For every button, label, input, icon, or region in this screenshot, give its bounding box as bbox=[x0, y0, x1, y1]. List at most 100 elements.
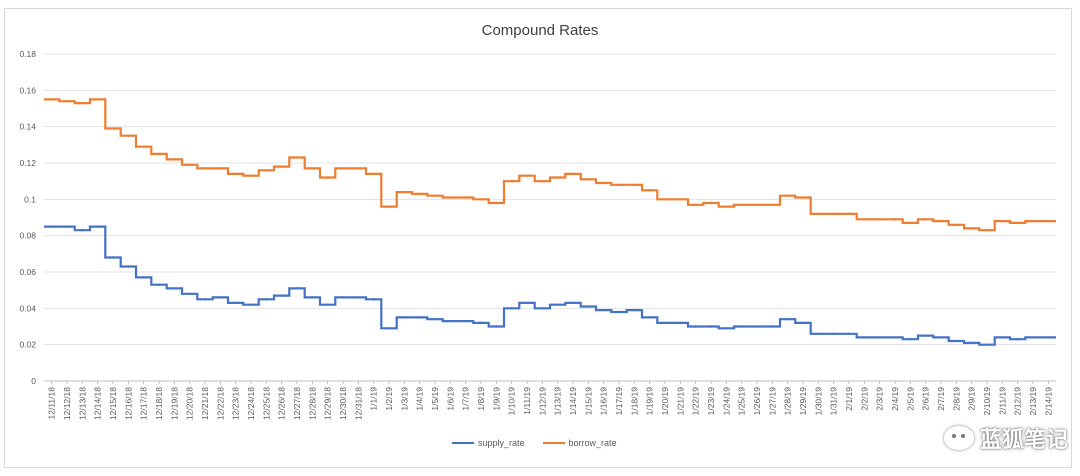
x-tick-label: 2/1/19 bbox=[844, 387, 854, 411]
data-point-borrow_rate bbox=[924, 218, 927, 221]
data-point-supply_rate bbox=[679, 321, 682, 325]
data-point-supply_rate bbox=[1001, 336, 1004, 339]
data-point-supply_rate bbox=[219, 296, 222, 299]
data-point-supply_rate bbox=[311, 296, 314, 299]
data-point-borrow_rate bbox=[679, 198, 682, 201]
data-point-supply_rate bbox=[893, 336, 897, 339]
x-tick-label: 12/26/18 bbox=[277, 387, 287, 420]
data-point-borrow_rate bbox=[694, 203, 697, 206]
x-tick-label: 1/29/19 bbox=[798, 387, 808, 416]
legend-item-supply: supply_rate bbox=[452, 438, 525, 448]
x-tick-label: 1/2/19 bbox=[384, 387, 394, 411]
x-tick-label: 12/24/18 bbox=[246, 387, 256, 420]
x-tick-label: 1/16/19 bbox=[599, 387, 609, 416]
x-tick-label: 1/23/19 bbox=[706, 387, 716, 416]
x-tick-label: 1/30/19 bbox=[813, 387, 823, 416]
data-point-supply_rate bbox=[1016, 338, 1019, 341]
data-point-borrow_rate bbox=[65, 100, 69, 103]
data-point-borrow_rate bbox=[525, 174, 529, 177]
data-point-supply_rate bbox=[265, 298, 268, 301]
data-point-borrow_rate bbox=[847, 212, 851, 216]
data-point-supply_rate bbox=[663, 321, 667, 325]
series-line-supply_rate bbox=[44, 225, 1056, 346]
data-point-borrow_rate bbox=[403, 190, 406, 194]
data-point-supply_rate bbox=[602, 308, 605, 312]
x-tick-label: 12/12/18 bbox=[62, 387, 72, 420]
data-point-supply_rate bbox=[479, 321, 483, 325]
x-tick-label: 1/17/19 bbox=[614, 387, 624, 416]
data-point-borrow_rate bbox=[939, 219, 943, 223]
watermark-text: 蓝狐笔记 bbox=[979, 427, 1068, 452]
data-point-borrow_rate bbox=[955, 223, 958, 226]
data-point-supply_rate bbox=[909, 338, 912, 341]
x-tick-label: 12/31/18 bbox=[353, 387, 363, 420]
data-point-supply_rate bbox=[111, 256, 115, 259]
data-point-borrow_rate bbox=[709, 201, 713, 205]
x-tick-label: 1/12/19 bbox=[537, 387, 547, 416]
data-point-supply_rate bbox=[786, 318, 789, 321]
x-tick-label: 1/27/19 bbox=[767, 387, 777, 416]
data-point-borrow_rate bbox=[663, 198, 667, 201]
x-tick-label: 12/30/18 bbox=[338, 387, 348, 420]
data-point-supply_rate bbox=[709, 325, 713, 328]
data-point-supply_rate bbox=[725, 327, 728, 330]
data-point-borrow_rate bbox=[265, 169, 268, 172]
data-point-borrow_rate bbox=[801, 196, 805, 199]
data-point-borrow_rate bbox=[510, 179, 513, 183]
x-tick-label: 2/9/19 bbox=[967, 387, 977, 411]
x-tick-label: 1/9/19 bbox=[491, 387, 501, 411]
data-point-borrow_rate bbox=[617, 183, 621, 186]
data-point-supply_rate bbox=[234, 301, 237, 305]
data-point-supply_rate bbox=[847, 332, 851, 335]
data-point-supply_rate bbox=[127, 265, 130, 268]
data-point-borrow_rate bbox=[449, 196, 452, 199]
data-point-borrow_rate bbox=[1016, 221, 1019, 225]
data-point-supply_rate bbox=[939, 336, 943, 339]
x-tick-label: 2/14/19 bbox=[1043, 387, 1053, 416]
x-tick-label: 1/24/19 bbox=[721, 387, 731, 416]
data-point-borrow_rate bbox=[633, 183, 636, 186]
x-tick-label: 1/31/19 bbox=[829, 387, 839, 416]
data-point-supply_rate bbox=[633, 308, 636, 312]
data-point-supply_rate bbox=[510, 307, 513, 310]
x-tick-label: 2/6/19 bbox=[921, 387, 931, 411]
data-point-supply_rate bbox=[295, 287, 299, 290]
x-tick-label: 12/23/18 bbox=[231, 387, 241, 420]
data-point-borrow_rate bbox=[740, 203, 743, 206]
data-point-borrow_rate bbox=[81, 101, 84, 105]
data-point-borrow_rate bbox=[295, 156, 299, 159]
x-tick-label: 2/13/19 bbox=[1028, 387, 1038, 416]
data-point-supply_rate bbox=[617, 310, 621, 314]
x-tick-label: 1/28/19 bbox=[783, 387, 793, 416]
data-point-supply_rate bbox=[985, 343, 989, 346]
data-point-borrow_rate bbox=[479, 198, 483, 201]
data-point-borrow_rate bbox=[648, 189, 651, 192]
data-point-borrow_rate bbox=[556, 176, 559, 179]
data-point-supply_rate bbox=[648, 316, 651, 319]
x-tick-label: 1/18/19 bbox=[629, 387, 639, 416]
data-point-supply_rate bbox=[755, 325, 759, 328]
data-point-supply_rate bbox=[525, 301, 529, 305]
wechat-icon bbox=[943, 426, 974, 450]
data-point-borrow_rate bbox=[127, 134, 130, 137]
series-line-borrow_rate bbox=[44, 98, 1056, 232]
data-point-borrow_rate bbox=[970, 227, 973, 230]
data-point-supply_rate bbox=[418, 316, 421, 319]
x-tick-label: 12/11/18 bbox=[47, 387, 57, 420]
x-tick-label: 12/14/18 bbox=[93, 387, 103, 420]
x-tick-label: 12/25/18 bbox=[261, 387, 271, 420]
data-point-supply_rate bbox=[157, 283, 161, 286]
data-point-supply_rate bbox=[970, 341, 973, 345]
data-point-borrow_rate bbox=[173, 158, 176, 161]
data-point-supply_rate bbox=[326, 303, 329, 306]
x-tick-label: 1/14/19 bbox=[568, 387, 578, 416]
y-tick-label: 0.14 bbox=[19, 122, 36, 132]
data-point-borrow_rate bbox=[817, 212, 820, 216]
data-point-supply_rate bbox=[449, 319, 452, 323]
data-point-borrow_rate bbox=[909, 221, 912, 225]
x-tick-label: 12/20/18 bbox=[185, 387, 195, 420]
data-point-supply_rate bbox=[433, 318, 437, 321]
data-point-supply_rate bbox=[1047, 336, 1050, 339]
x-tick-label: 2/4/19 bbox=[890, 387, 900, 411]
